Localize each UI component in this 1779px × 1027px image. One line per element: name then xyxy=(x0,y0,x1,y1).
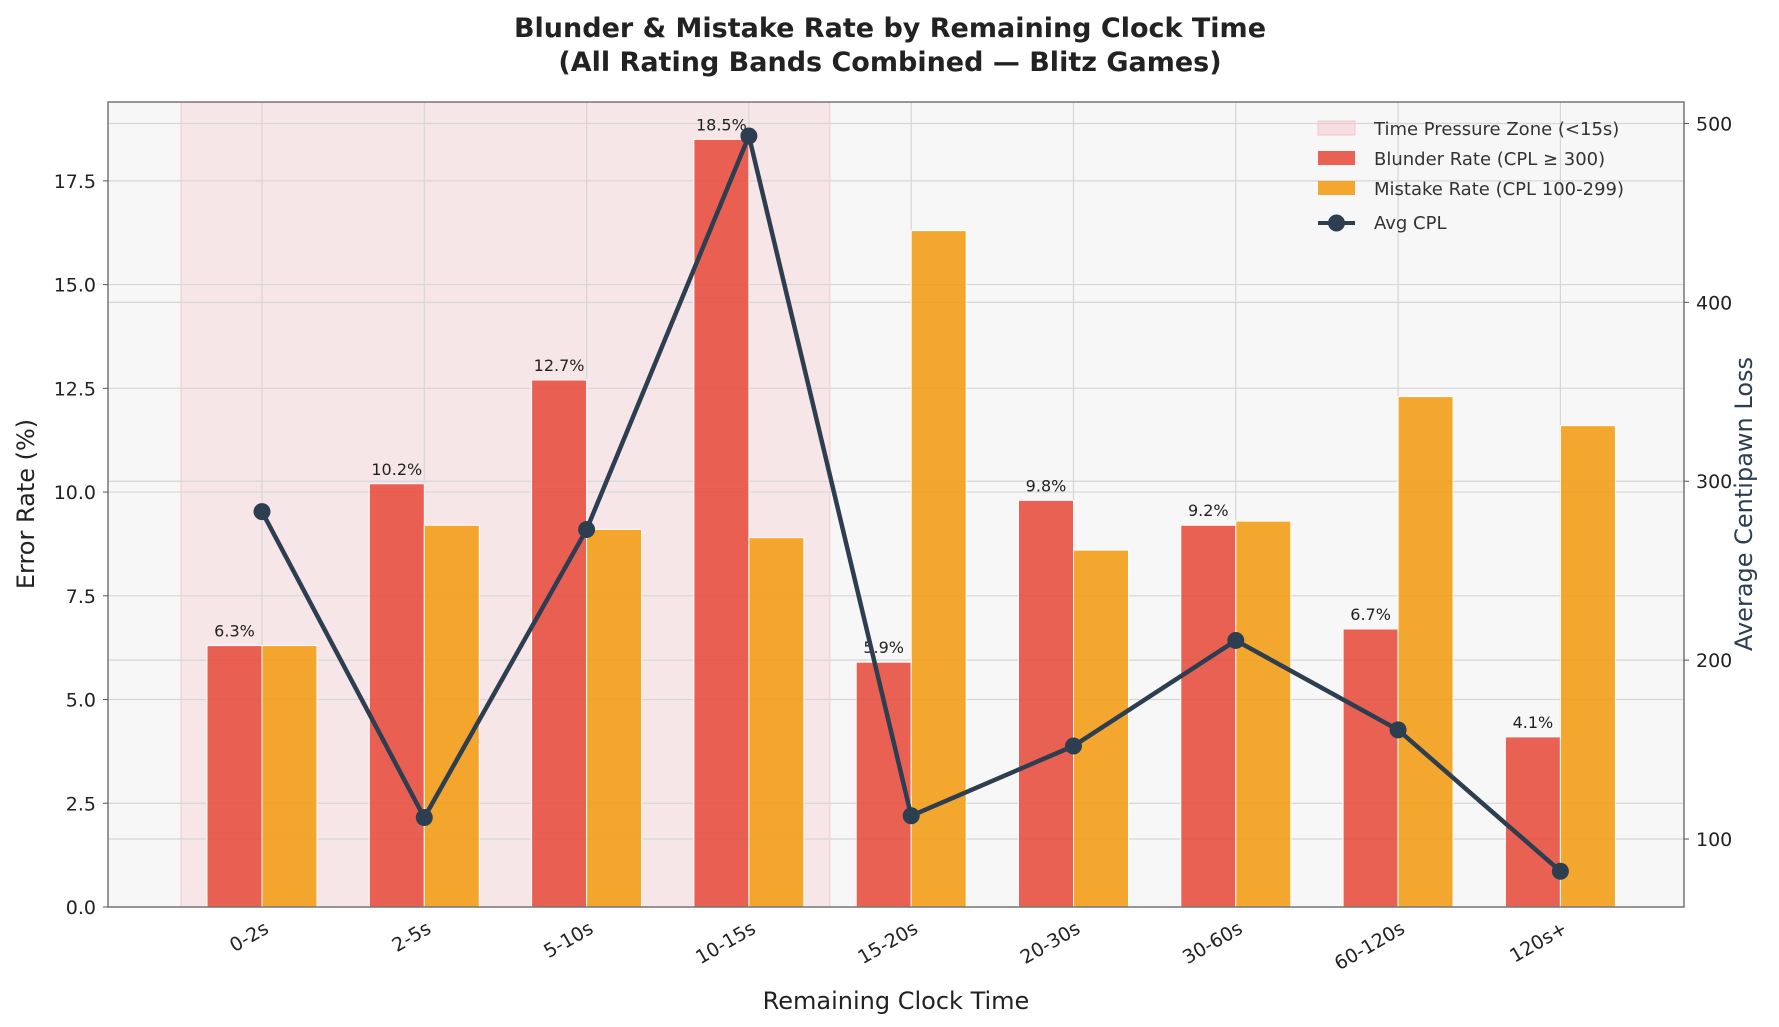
bar-blunder xyxy=(368,483,425,908)
data-label-blunder: 9.2% xyxy=(1188,501,1229,520)
legend-label-mistake: Mistake Rate (CPL 100-299) xyxy=(1374,179,1624,200)
data-label-blunder: 4.1% xyxy=(1513,713,1554,732)
y-tick-label: 2.5 xyxy=(66,793,96,815)
bar-blunder xyxy=(206,645,263,908)
y2-axis-label: Average Centipawn Loss xyxy=(1730,357,1758,651)
legend-swatch-cpl-marker xyxy=(1328,214,1345,232)
cpl-point xyxy=(1227,631,1245,649)
bar-mistake xyxy=(261,645,318,908)
chart-subtitle: (All Rating Bands Combined — Blitz Games… xyxy=(558,47,1221,78)
y2-tick-layer: 100 200 300 400 500 xyxy=(1684,113,1732,851)
y-tick-label: 15.0 xyxy=(54,275,96,297)
legend-swatch-blunder xyxy=(1318,151,1355,165)
bar-mistake xyxy=(1397,396,1454,908)
bar-blunder xyxy=(1018,499,1074,908)
y-tick-label: 0.0 xyxy=(66,897,96,919)
y-tick-label: 10.0 xyxy=(54,482,96,504)
bar-blunder xyxy=(1180,524,1237,908)
bars-layer xyxy=(206,138,1616,908)
bar-blunder xyxy=(1342,628,1399,908)
cpl-point xyxy=(1065,737,1082,755)
y-tick-layer: 0.0 2.5 5.0 7.5 10.0 12.5 15.0 17.5 xyxy=(54,171,108,919)
legend-label-blunder: Blunder Rate (CPL ≥ 300) xyxy=(1374,149,1605,170)
x-axis-label: Remaining Clock Time xyxy=(763,987,1030,1015)
cpl-line-layer xyxy=(253,127,1569,880)
cpl-point xyxy=(1551,862,1569,880)
data-label-blunder: 12.7% xyxy=(534,356,585,375)
bar-blunder xyxy=(693,138,750,908)
data-label-blunder: 10.2% xyxy=(371,460,422,479)
data-labels-layer: 6.3%10.2%12.7%18.5%5.9%9.8%9.2%6.7%4.1% xyxy=(214,115,1553,732)
data-label-blunder: 18.5% xyxy=(696,115,747,134)
bar-mistake xyxy=(1559,425,1616,908)
bar-mistake xyxy=(586,528,643,908)
chart-title: Blunder & Mistake Rate by Remaining Cloc… xyxy=(514,13,1266,44)
legend-swatch-mistake xyxy=(1318,181,1355,195)
data-label-blunder: 6.7% xyxy=(1350,605,1391,624)
cpl-point xyxy=(1389,721,1407,739)
legend: Time Pressure Zone (<15s) Blunder Rate (… xyxy=(1317,119,1624,234)
y2-tick-label: 300 xyxy=(1696,471,1732,493)
bar-blunder xyxy=(1504,736,1561,908)
y2-tick-label: 500 xyxy=(1696,113,1732,135)
y2-tick-label: 100 xyxy=(1696,829,1732,851)
bar-mistake xyxy=(423,524,480,908)
plot-frame xyxy=(107,101,1685,908)
cpl-point xyxy=(253,503,271,521)
y-tick-label: 7.5 xyxy=(66,586,96,608)
y2-tick-label: 400 xyxy=(1696,292,1732,314)
legend-label-shaded-region: Time Pressure Zone (<15s) xyxy=(1373,119,1619,140)
y-tick-label: 5.0 xyxy=(66,690,96,712)
data-label-blunder: 6.3% xyxy=(214,622,255,641)
cpl-point xyxy=(902,807,920,825)
cpl-point xyxy=(740,127,758,145)
y-tick-label: 17.5 xyxy=(54,171,96,193)
bar-blunder xyxy=(531,379,588,908)
y-tick-label: 12.5 xyxy=(54,378,96,400)
data-label-blunder: 9.8% xyxy=(1026,476,1067,495)
bar-mistake xyxy=(1235,520,1292,908)
legend-swatch-shaded-region xyxy=(1317,120,1356,136)
y-axis-label: Error Rate (%) xyxy=(12,419,40,589)
bar-mistake xyxy=(748,537,805,908)
cpl-point xyxy=(415,809,433,827)
cpl-point xyxy=(578,521,596,539)
y2-tick-label: 200 xyxy=(1696,650,1732,672)
legend-label-cpl: Avg CPL xyxy=(1374,213,1447,234)
